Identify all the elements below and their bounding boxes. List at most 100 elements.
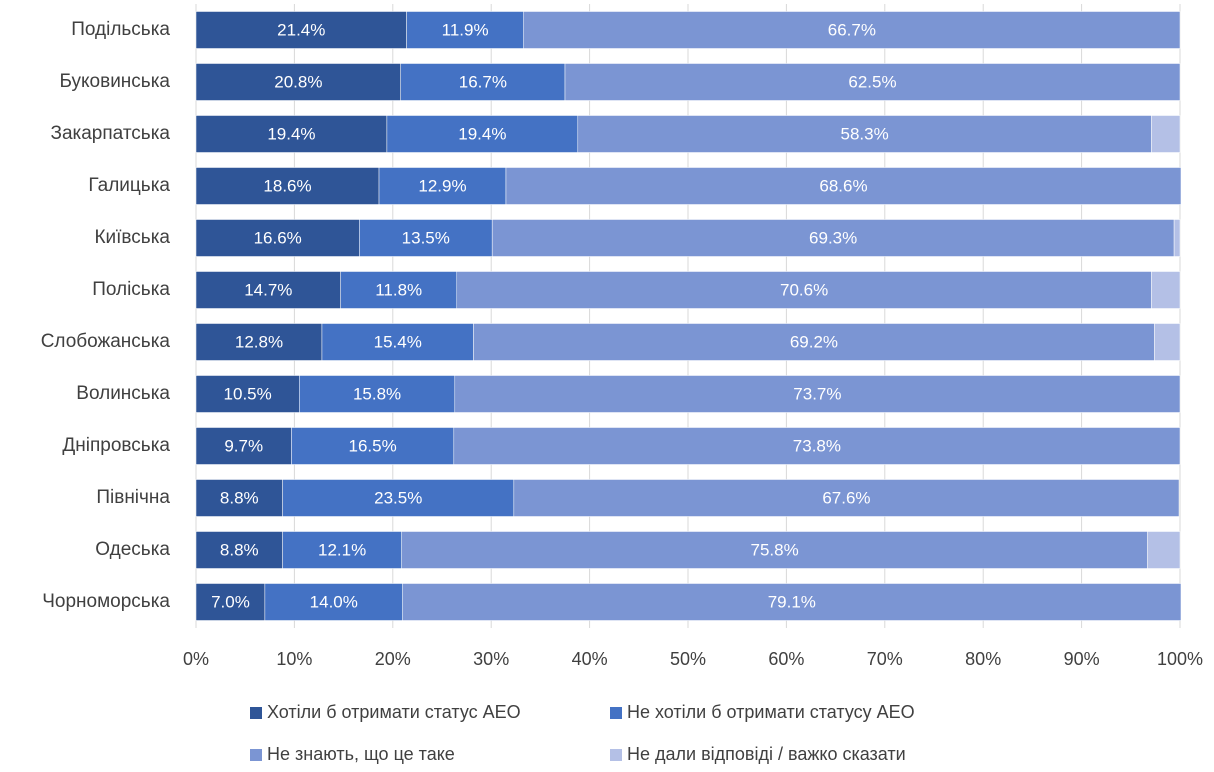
bar-segment	[400, 63, 566, 101]
bar-segment	[359, 219, 493, 257]
data-label: 16.5%	[349, 436, 397, 455]
data-label: 13.5%	[402, 228, 450, 247]
bar-segment	[195, 427, 292, 465]
y-tick-label: Буковинська	[59, 71, 170, 92]
x-tick-label: 50%	[670, 649, 706, 669]
data-label: 11.9%	[442, 20, 489, 39]
data-label: 18.6%	[263, 176, 311, 195]
data-label: 75.8%	[750, 540, 798, 559]
bar-segment	[195, 63, 401, 101]
bar-segment	[1151, 115, 1181, 153]
data-label: 10.5%	[224, 384, 272, 403]
bar-segment	[491, 219, 1175, 257]
data-label: 23.5%	[374, 488, 422, 507]
data-label: 8.8%	[220, 540, 259, 559]
bar-segment	[1147, 531, 1181, 569]
bar-segment	[195, 219, 360, 257]
x-tick-label: 60%	[768, 649, 804, 669]
y-tick-label: Поліська	[92, 279, 170, 300]
bar-segment	[195, 11, 407, 49]
legend-swatch	[250, 707, 262, 719]
data-label: 9.7%	[224, 436, 263, 455]
bar-segment	[1173, 219, 1181, 257]
bar-segment	[291, 427, 455, 465]
data-label: 70.6%	[780, 280, 828, 299]
data-label: 12.8%	[235, 332, 283, 351]
bar-segment	[473, 323, 1155, 361]
legend-swatch	[250, 749, 262, 761]
x-tick-label: 80%	[965, 649, 1001, 669]
data-label: 12.1%	[318, 540, 366, 559]
bar-segment	[282, 479, 515, 517]
data-label: 20.8%	[274, 72, 322, 91]
bar-segment	[402, 583, 1182, 621]
x-tick-label: 40%	[572, 649, 608, 669]
y-tick-label: Північна	[96, 487, 170, 508]
data-label: 8.8%	[220, 488, 259, 507]
data-label: 14.7%	[244, 280, 292, 299]
bar-segment	[1151, 271, 1181, 309]
data-label: 62.5%	[848, 72, 896, 91]
y-tick-label: Одеська	[95, 539, 170, 560]
legend-swatch	[610, 749, 622, 761]
x-tick-label: 30%	[473, 649, 509, 669]
data-label: 19.4%	[458, 124, 506, 143]
legend-label: Не дали відповіді / важко сказати	[627, 744, 906, 764]
data-label: 19.4%	[267, 124, 315, 143]
bar-segment	[505, 167, 1182, 205]
bar-segment	[577, 115, 1152, 153]
data-label: 14.0%	[310, 592, 358, 611]
bar-segment	[340, 271, 458, 309]
data-label: 11.8%	[375, 280, 422, 299]
bar-segment	[282, 531, 402, 569]
data-label: 12.9%	[418, 176, 466, 195]
bar-segment	[195, 167, 380, 205]
bar-segment	[264, 583, 403, 621]
data-label: 73.8%	[793, 436, 841, 455]
bar-segment	[454, 375, 1181, 413]
bar-segment	[195, 583, 266, 621]
bar-segment	[195, 323, 323, 361]
data-label: 68.6%	[819, 176, 867, 195]
data-label: 16.7%	[459, 72, 507, 91]
bar-segment	[195, 375, 300, 413]
x-tick-label: 70%	[867, 649, 903, 669]
bar-segment	[321, 323, 474, 361]
y-tick-label: Волинська	[76, 383, 170, 404]
legend-label: Не знають, що це таке	[267, 744, 455, 764]
bar-segment	[1154, 323, 1181, 361]
bar-segment	[564, 63, 1181, 101]
bar-segment	[299, 375, 456, 413]
data-label: 66.7%	[828, 20, 876, 39]
bar-segment	[406, 11, 524, 49]
y-tick-label: Слобожанська	[41, 331, 171, 352]
bar-segment	[453, 427, 1181, 465]
y-tick-label: Подільська	[71, 19, 170, 40]
legend-label: Хотіли б отримати статус АЕО	[267, 702, 521, 722]
data-label: 79.1%	[768, 592, 816, 611]
y-tick-label: Закарпатська	[50, 123, 170, 144]
x-tick-label: 20%	[375, 649, 411, 669]
data-label: 58.3%	[841, 124, 889, 143]
data-label: 67.6%	[822, 488, 870, 507]
bar-segment	[195, 531, 283, 569]
data-label: 16.6%	[254, 228, 302, 247]
bar-segment	[456, 271, 1152, 309]
data-label: 73.7%	[793, 384, 841, 403]
data-label: 7.0%	[211, 592, 250, 611]
data-label: 15.4%	[374, 332, 422, 351]
y-tick-label: Галицька	[88, 175, 170, 196]
x-tick-label: 10%	[276, 649, 312, 669]
y-tick-label: Дніпровська	[62, 435, 170, 456]
y-tick-label: Київська	[94, 227, 170, 248]
legend-label: Не хотіли б отримати статусу АЕО	[627, 702, 915, 722]
x-tick-label: 0%	[183, 649, 209, 669]
x-tick-label: 100%	[1157, 649, 1203, 669]
x-tick-label: 90%	[1064, 649, 1100, 669]
data-label: 15.8%	[353, 384, 401, 403]
bar-segment	[378, 167, 507, 205]
bar-segment	[523, 11, 1181, 49]
data-label: 21.4%	[277, 20, 325, 39]
bar-segment	[195, 115, 388, 153]
bar-segment	[513, 479, 1180, 517]
